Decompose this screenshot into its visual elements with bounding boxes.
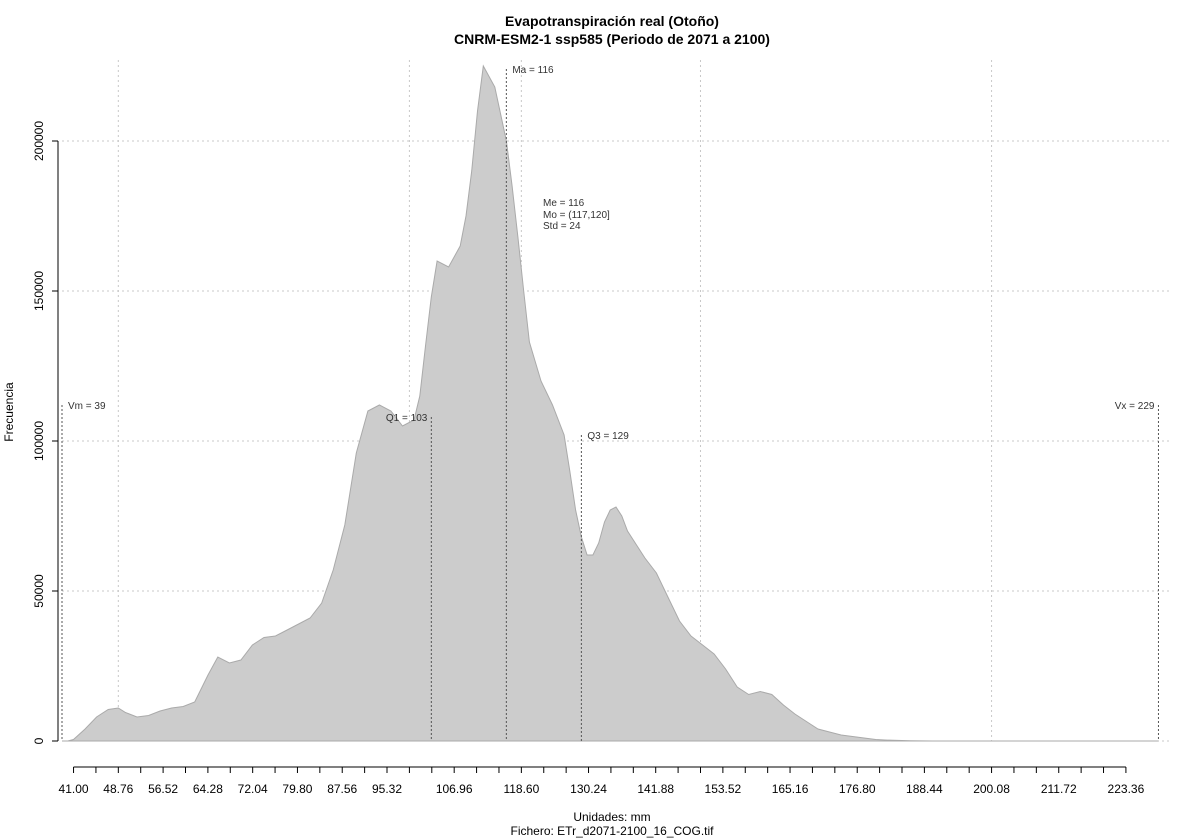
- x-tick-label: 48.76: [103, 782, 133, 796]
- x-tick-label: 223.36: [1108, 782, 1145, 796]
- x-tick-label: 188.44: [906, 782, 943, 796]
- x-tick-label: 118.60: [503, 782, 539, 796]
- x-tick-label: 200.08: [973, 782, 1010, 796]
- density-area: [62, 64, 1159, 742]
- x-tick-label: 176.80: [839, 782, 876, 796]
- y-axis-label: Frecuencia: [2, 382, 16, 442]
- stat-marker-label: Ma = 116: [512, 65, 554, 76]
- y-tick-label: 200000: [32, 121, 46, 161]
- x-tick-label: 165.16: [772, 782, 809, 796]
- file-label: Fichero: ETr_d2071-2100_16_COG.tif: [511, 824, 715, 838]
- stat-marker-label: Vm = 39: [68, 401, 106, 412]
- x-tick-label: 64.28: [193, 782, 223, 796]
- y-tick-label: 100000: [32, 421, 46, 461]
- summary-line-median: Me = 116: [543, 198, 585, 209]
- x-tick-label: 56.52: [148, 782, 178, 796]
- chart-title: Evapotranspiración real (Otoño): [505, 13, 719, 29]
- density-area-group: [62, 64, 1159, 742]
- x-tick-label: 87.56: [327, 782, 357, 796]
- x-tick-label: 95.32: [372, 782, 402, 796]
- x-tick-label: 106.96: [436, 782, 473, 796]
- tick-labels: 41.00 48.76 56.52 64.28 72.04 79.80 87.56 95.32…: [32, 121, 1145, 796]
- x-tick-label: 141.88: [637, 782, 674, 796]
- chart-subtitle: CNRM-ESM2-1 ssp585 (Periodo de 2071 a 21…: [454, 31, 770, 47]
- x-tick-label: 72.04: [238, 782, 268, 796]
- x-tick-label: 41.00: [59, 782, 89, 796]
- x-tick-label: 130.24: [570, 782, 607, 796]
- x-tick-label: 153.52: [705, 782, 742, 796]
- y-tick-label: 50000: [32, 574, 46, 608]
- x-tick-label: 79.80: [282, 782, 312, 796]
- x-axis-label: Unidades: mm: [573, 810, 650, 824]
- stat-marker-label: Vx = 229: [1115, 401, 1155, 412]
- y-tick-label: 150000: [32, 271, 46, 311]
- y-tick-label: 0: [32, 737, 46, 744]
- x-tick-label: 211.72: [1041, 782, 1077, 796]
- summary-line-std: Std = 24: [543, 221, 581, 232]
- stat-markers: Vm = 39 Q1 = 103 Ma = 116 Q3 = 129 Vx = 229: [61, 65, 1159, 741]
- stat-marker-label: Q1 = 103: [386, 413, 428, 424]
- summary-line-mode: Mo = (117,120]: [543, 210, 610, 221]
- stat-marker-label: Q3 = 129: [587, 431, 629, 442]
